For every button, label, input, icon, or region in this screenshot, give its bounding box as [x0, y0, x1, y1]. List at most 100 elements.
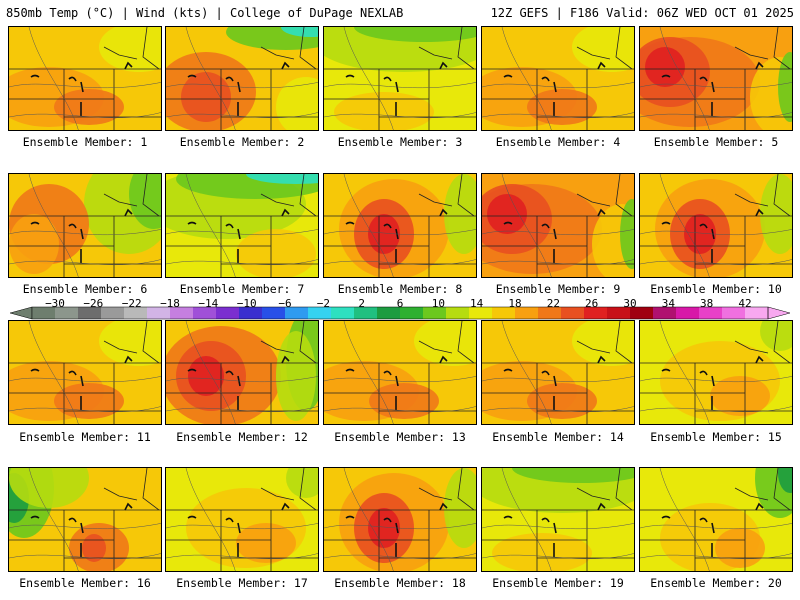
temperature-blob	[54, 89, 124, 125]
ensemble-member-map	[8, 320, 162, 425]
ensemble-member-label: Ensemble Member: 2	[179, 135, 305, 149]
colorbar-tick-label: −10	[236, 297, 257, 310]
ensemble-member-map	[8, 467, 162, 572]
colorbar-segment	[653, 307, 677, 319]
colorbar-segment	[423, 307, 447, 319]
temperature-blob	[760, 174, 792, 254]
colorbar-segment	[676, 307, 700, 319]
colorbar-tick-label: −22	[121, 297, 142, 310]
contour-lines	[640, 174, 792, 277]
temperature-blob	[276, 331, 316, 421]
ensemble-member-label: Ensemble Member: 20	[650, 576, 782, 590]
temperature-blob	[246, 174, 318, 184]
state-borders	[482, 174, 634, 277]
state-borders	[324, 321, 476, 424]
colorbar-tick-label: 30	[623, 297, 637, 310]
temperature-field	[9, 468, 161, 571]
contour-lines	[324, 27, 476, 130]
ensemble-member-label: Ensemble Member: 11	[19, 430, 151, 444]
state-borders	[9, 321, 161, 424]
contour-lines	[640, 321, 792, 424]
temperature-field	[324, 468, 476, 571]
colorbar-segment	[492, 307, 516, 319]
colorbar-tick-label: 26	[585, 297, 599, 310]
ensemble-member-map	[165, 320, 319, 425]
contour-lines	[9, 174, 161, 277]
colorbar-segment	[515, 307, 539, 319]
colorbar-segment	[377, 307, 401, 319]
temperature-field	[324, 174, 476, 277]
contour-lines	[166, 27, 318, 130]
contour-lines	[482, 468, 634, 571]
colorbar-tick-label: 34	[661, 297, 675, 310]
ensemble-member-label: Ensemble Member: 13	[334, 430, 466, 444]
contour-lines	[482, 174, 634, 277]
temperature-blob	[129, 174, 161, 229]
ensemble-member-map	[639, 320, 793, 425]
colorbar-segment	[216, 307, 240, 319]
colorbar-tick-label: −30	[45, 297, 65, 310]
ensemble-member-label: Ensemble Member: 6	[22, 282, 148, 296]
contour-lines	[166, 321, 318, 424]
ensemble-member-label: Ensemble Member: 12	[176, 430, 308, 444]
state-borders	[166, 174, 318, 277]
ensemble-member-label: Ensemble Member: 15	[650, 430, 782, 444]
contour-lines	[324, 468, 476, 571]
contour-lines	[166, 174, 318, 277]
temperature-blob	[512, 468, 634, 483]
temperature-blob	[281, 27, 318, 37]
run-info: 12Z GEFS | F186 Valid: 06Z WED OCT 01 20…	[490, 6, 794, 20]
colorbar-segment	[170, 307, 194, 319]
temperature-field	[166, 174, 318, 277]
ensemble-member-map	[323, 26, 477, 131]
colorbar-segment	[745, 307, 769, 319]
colorbar-tick-label: 38	[700, 297, 714, 310]
state-borders	[324, 27, 476, 130]
temperature-field	[482, 321, 634, 424]
temperature-blob	[492, 533, 592, 571]
colorbar-segment	[308, 307, 332, 319]
ensemble-member-label: Ensemble Member: 19	[492, 576, 624, 590]
ensemble-member-map	[323, 467, 477, 572]
colorbar-segment	[101, 307, 125, 319]
ensemble-member-map	[639, 467, 793, 572]
temperature-blob	[715, 528, 765, 568]
colorbar-segment	[584, 307, 608, 319]
temperature-field	[482, 174, 634, 277]
ensemble-member-map	[481, 173, 635, 278]
colorbar-segment	[607, 307, 631, 319]
colorbar-segment	[699, 307, 723, 319]
state-borders	[482, 27, 634, 130]
colorbar-segment	[32, 307, 56, 319]
contour-lines	[640, 468, 792, 571]
contour-lines	[9, 27, 161, 130]
ensemble-member-map	[481, 26, 635, 131]
colorbar-segment	[55, 307, 79, 319]
colorbar-tick-label: −14	[198, 297, 219, 310]
temperature-blob	[444, 468, 476, 548]
colorbar-segment	[239, 307, 263, 319]
temperature-blob	[369, 383, 439, 419]
ensemble-member-map	[165, 173, 319, 278]
temperature-blob	[444, 174, 476, 254]
ensemble-member-map	[481, 320, 635, 425]
temperature-field	[9, 174, 161, 277]
ensemble-member-label: Ensemble Member: 5	[653, 135, 779, 149]
contour-lines	[324, 174, 476, 277]
ensemble-member-map	[165, 26, 319, 131]
state-borders	[482, 321, 634, 424]
state-borders	[324, 468, 476, 571]
temperature-colorbar	[10, 306, 790, 320]
temperature-blob	[368, 508, 400, 548]
colorbar-segment	[469, 307, 493, 319]
colorbar-segment	[147, 307, 171, 319]
ensemble-member-label: Ensemble Member: 4	[495, 135, 621, 149]
ensemble-member-label: Ensemble Member: 18	[334, 576, 466, 590]
temperature-blob	[487, 194, 527, 234]
ensemble-member-label: Ensemble Member: 14	[492, 430, 624, 444]
colorbar-tick-label: 18	[508, 297, 522, 310]
temperature-blob	[710, 376, 770, 416]
state-borders	[166, 321, 318, 424]
colorbar-outline	[31, 306, 769, 320]
colorbar-segment	[285, 307, 309, 319]
